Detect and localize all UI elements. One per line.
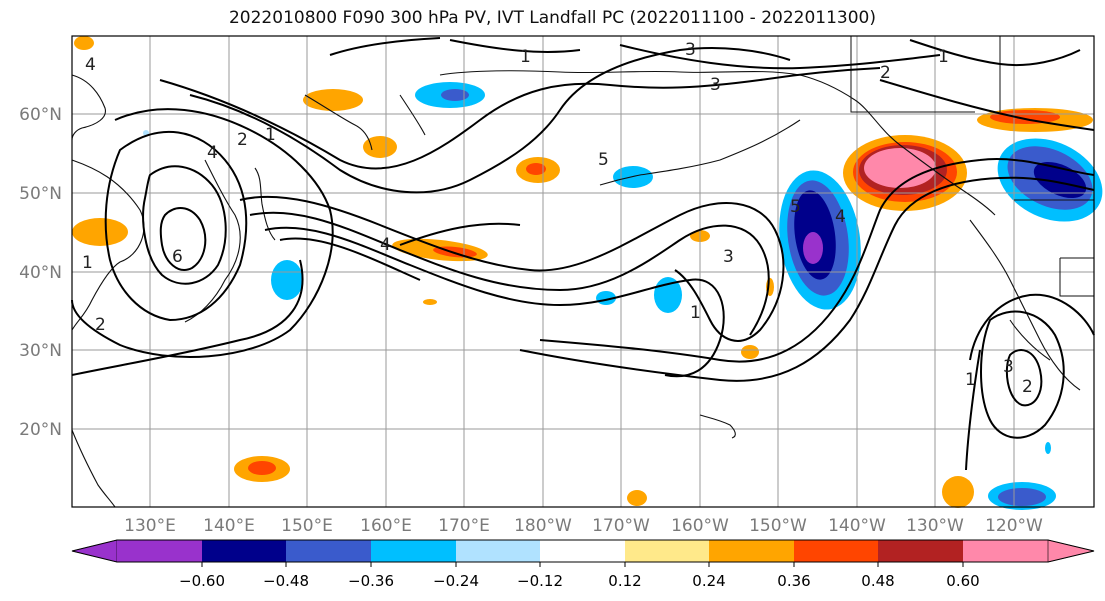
contour-label: 3 xyxy=(710,75,721,95)
lon-label: 130°W xyxy=(906,516,964,536)
lat-label: 50°N xyxy=(19,184,62,204)
colorbar-segment xyxy=(1047,539,1095,563)
lon-label: 170°E xyxy=(438,516,490,536)
lon-label: 180°W xyxy=(514,516,572,536)
pv-contours xyxy=(71,37,1095,471)
contour-label: 2 xyxy=(237,130,248,150)
gridlines xyxy=(72,36,1094,507)
lat-label: 40°N xyxy=(19,263,62,283)
colorbar-tick-label: 0.60 xyxy=(946,572,979,590)
boundaries xyxy=(850,36,1094,297)
contour-label: 2 xyxy=(1022,377,1033,397)
colorbar-segment xyxy=(456,540,540,562)
contour-label: 5 xyxy=(790,197,801,217)
contour-label: 3 xyxy=(723,247,734,267)
contour-label-group: 2 1 2 4 6 1 3 3 5 4 3 1 5 4 2 1 3 1 2 4 … xyxy=(82,40,1033,397)
colorbar-segment xyxy=(202,540,286,562)
colorbar-tick-label: 0.12 xyxy=(608,572,641,590)
contour-label: 1 xyxy=(938,47,949,67)
lon-label: 140°E xyxy=(203,516,255,536)
colorbar-segment xyxy=(709,540,794,562)
colorbar-tick-label: 0.24 xyxy=(692,572,725,590)
lon-label: 140°W xyxy=(828,516,886,536)
colorbar-tick-label: −0.60 xyxy=(179,572,225,590)
lon-label: 170°W xyxy=(592,516,650,536)
colorbar-tick-label: −0.36 xyxy=(348,572,394,590)
contour-label: 3 xyxy=(685,40,696,60)
colorbar-segment xyxy=(878,540,963,562)
colorbar-segment xyxy=(794,540,878,562)
lat-label: 20°N xyxy=(19,420,62,440)
contour-label: 2 xyxy=(95,315,106,335)
lat-labels: 60°N 50°N 40°N 30°N 20°N xyxy=(19,105,62,440)
lon-labels: 130°E 140°E 150°E 160°E 170°E 180°W 170°… xyxy=(124,516,1043,536)
contour-label: 1 xyxy=(520,47,531,67)
colorbar-tick-label: −0.48 xyxy=(263,572,309,590)
lon-label: 160°W xyxy=(671,516,729,536)
colorbar-segment xyxy=(540,540,625,562)
lat-label: 60°N xyxy=(19,105,62,125)
colorbar-segment xyxy=(71,539,118,563)
map-border xyxy=(71,35,1095,508)
contour-label: 1 xyxy=(690,303,701,323)
lon-label: 150°E xyxy=(281,516,333,536)
lon-label: 120°W xyxy=(985,516,1043,536)
contour-label: 1 xyxy=(965,370,976,390)
contour-label: 3 xyxy=(1003,357,1014,377)
colorbar-tick-label: 0.48 xyxy=(861,572,894,590)
lon-label: 160°E xyxy=(360,516,412,536)
lon-label: 130°E xyxy=(124,516,176,536)
colorbar-tick-label: −0.24 xyxy=(433,572,479,590)
colorbar-segment xyxy=(625,540,709,562)
contour-label: 4 xyxy=(85,55,96,75)
contour-label: 2 xyxy=(880,63,891,83)
colorbar-segment xyxy=(963,540,1048,562)
colorbar: −0.60 −0.48 −0.36 −0.24 −0.12 0.12 0.24 … xyxy=(71,539,1095,590)
contour-label: 4 xyxy=(835,207,846,227)
contour-label: 4 xyxy=(380,235,391,255)
lat-label: 30°N xyxy=(19,341,62,361)
contour-label: 6 xyxy=(172,247,183,267)
colorbar-segment xyxy=(117,540,202,562)
colorbar-segment xyxy=(286,540,371,562)
colorbar-segment xyxy=(371,540,456,562)
contour-label: 5 xyxy=(598,150,609,170)
colorbar-tick-label: 0.36 xyxy=(777,572,810,590)
lon-label: 150°W xyxy=(749,516,807,536)
coastlines xyxy=(71,70,1081,508)
contour-label: 1 xyxy=(265,125,276,145)
map-title: 2022010800 F090 300 hPa PV, IVT Landfall… xyxy=(228,8,876,28)
contour-label: 4 xyxy=(207,143,218,163)
contour-label: 1 xyxy=(82,253,93,273)
colorbar-tick-label: −0.12 xyxy=(517,572,563,590)
